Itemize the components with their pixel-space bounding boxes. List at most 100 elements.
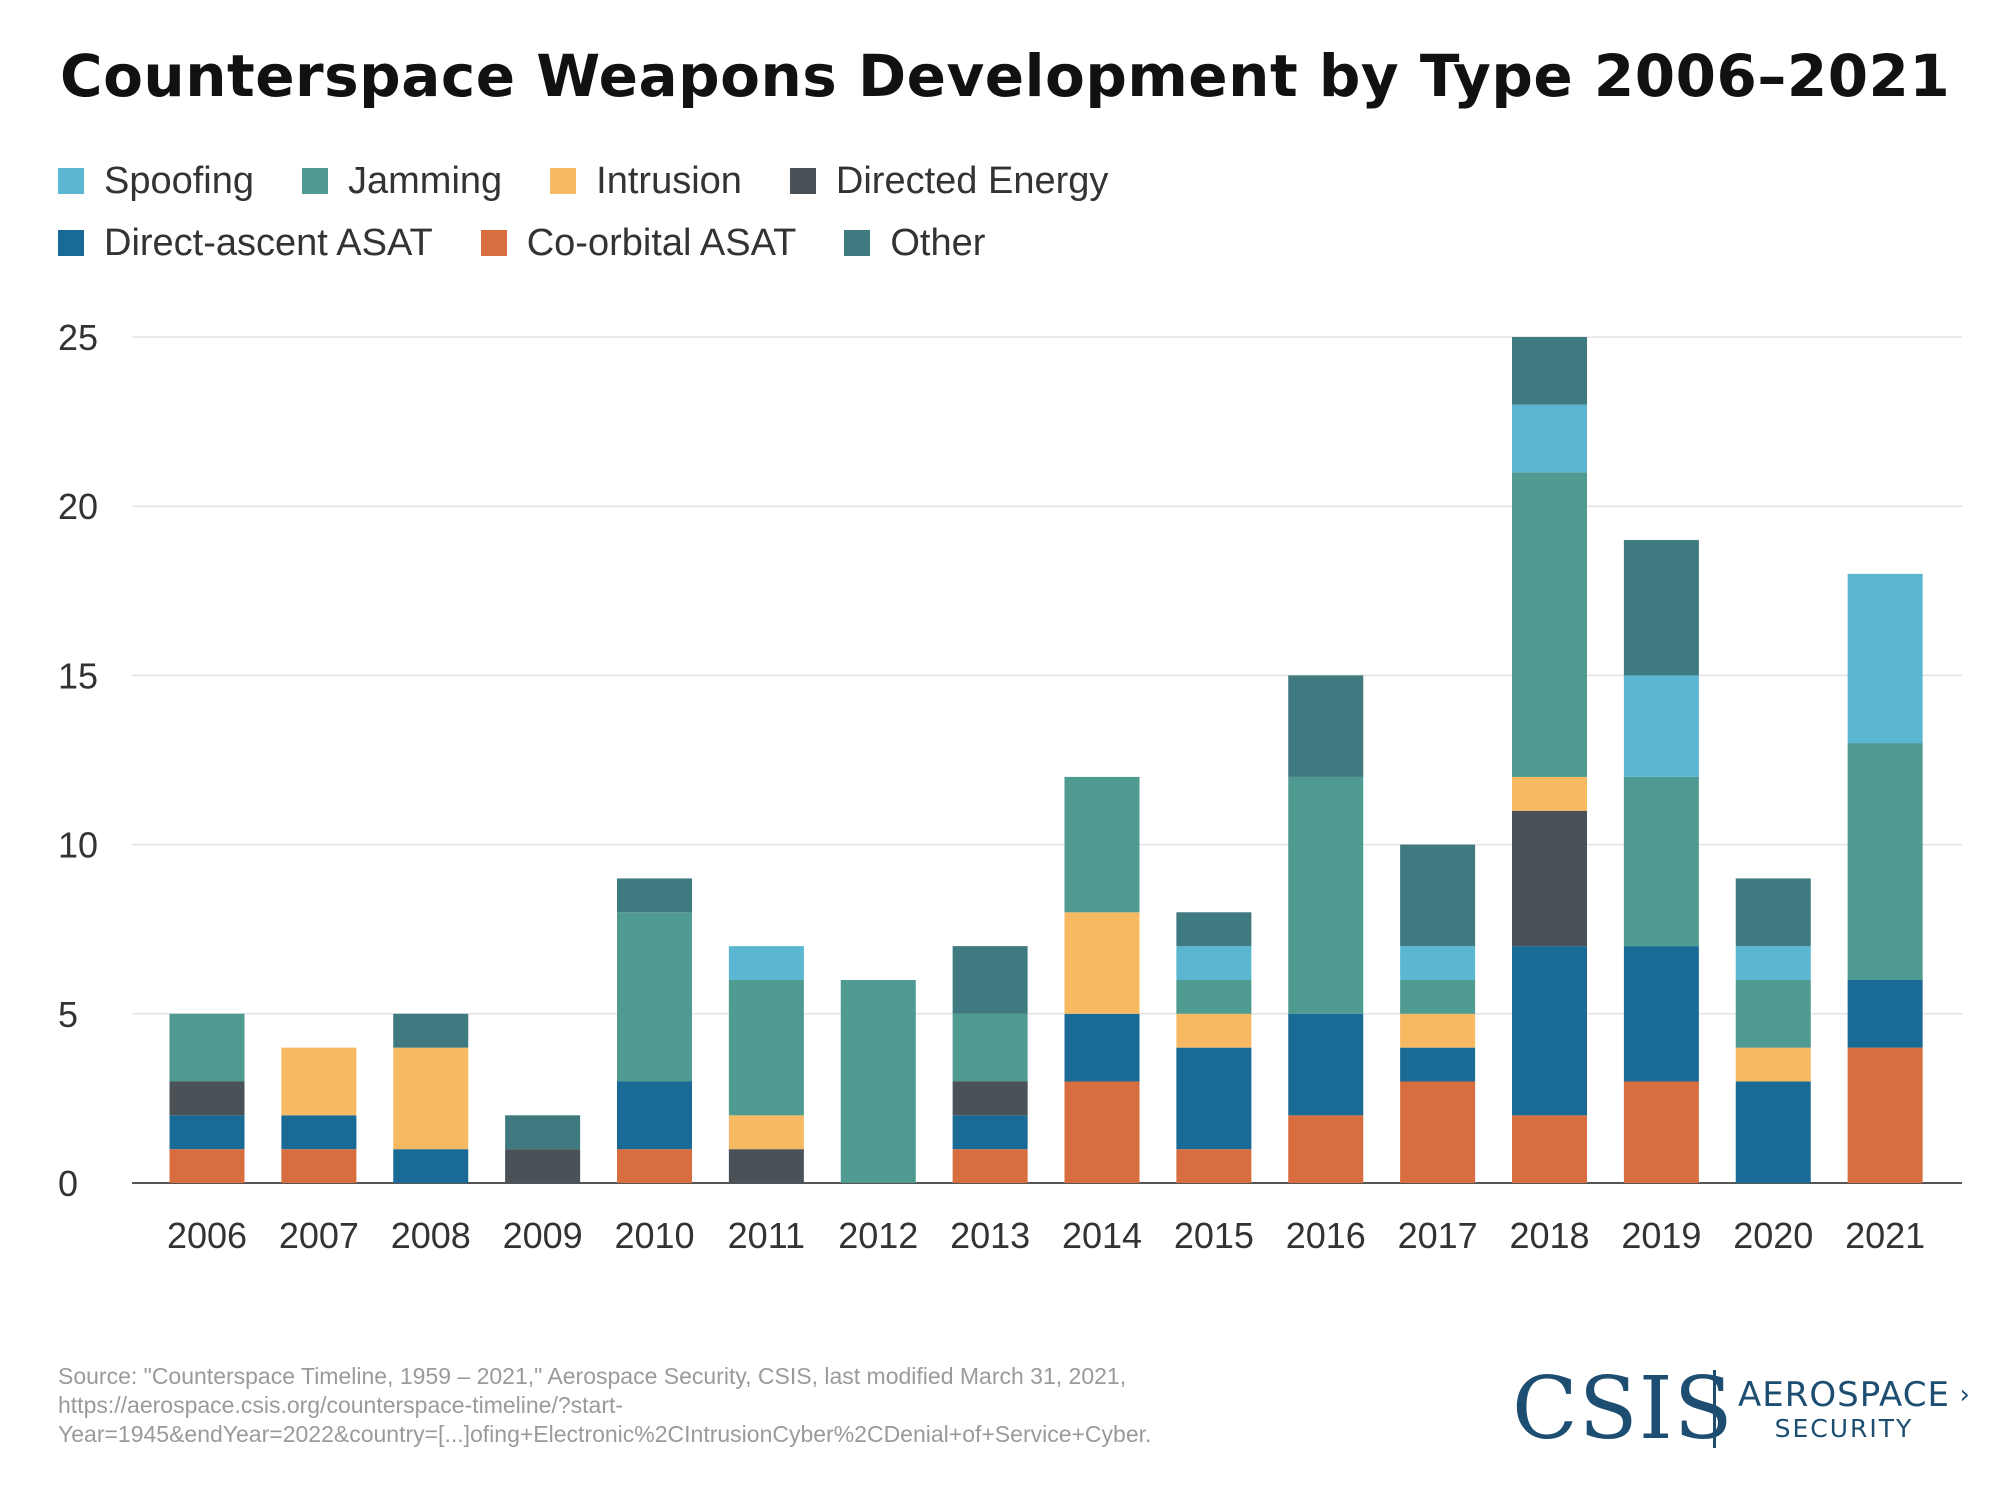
x-tick-label: 2006	[167, 1215, 247, 1256]
x-tick-label: 2010	[614, 1215, 694, 1256]
legend-swatch	[550, 168, 577, 194]
aerospace-logo-line1: AEROSPACE	[1738, 1375, 1950, 1415]
x-tick-label: 2014	[1062, 1215, 1142, 1256]
bar-segment-direct-ascent-asat-2017	[1400, 1047, 1476, 1082]
legend-row: Spoofing Jamming Intrusion Directed Energy	[58, 150, 1358, 212]
bar-segment-other-2010	[617, 878, 692, 913]
legend-item-directed-energy: Directed Energy	[789, 159, 1109, 203]
bar-segment-jamming-2014	[1064, 776, 1140, 913]
bar-segment-co-orbital-asat-2007	[281, 1149, 357, 1183]
bar-segment-direct-ascent-asat-2007	[281, 1115, 357, 1150]
bar-segment-spoofing-2021	[1847, 573, 1923, 744]
x-tick-label: 2021	[1845, 1215, 1925, 1256]
x-tick-label: 2012	[838, 1215, 918, 1256]
bar-segment-intrusion-2015	[1176, 1013, 1252, 1048]
bar-segment-jamming-2019	[1623, 776, 1699, 947]
y-tick-label: 25	[58, 317, 98, 358]
source-line-2: https://aerospace.csis.org/counterspace-…	[58, 1392, 624, 1418]
bar-segment-other-2016	[1288, 675, 1364, 777]
bar-segment-spoofing-2011	[728, 946, 804, 980]
bar-segment-co-orbital-asat-2018	[1512, 1115, 1587, 1183]
bar-segment-jamming-2016	[1288, 776, 1364, 1014]
bar-segment-jamming-2018	[1512, 472, 1587, 777]
bar-segment-spoofing-2017	[1400, 946, 1476, 980]
bar-segment-jamming-2013	[952, 1013, 1028, 1082]
x-tick-label: 2015	[1174, 1215, 1254, 1256]
legend-item-co-orbital-asat: Co-orbital ASAT	[480, 221, 797, 265]
legend-label: Direct-ascent ASAT	[104, 221, 433, 264]
bar-segment-directed-energy-2006	[169, 1081, 245, 1116]
y-tick-label: 10	[58, 825, 98, 866]
legend-swatch	[480, 230, 507, 256]
legend-swatch	[58, 230, 84, 256]
bar-segment-jamming-2015	[1176, 979, 1252, 1014]
bar-segment-jamming-2011	[728, 979, 804, 1116]
source-line-1: Source: "Counterspace Timeline, 1959 – 2…	[58, 1363, 1127, 1389]
legend-item-direct-ascent-asat: Direct-ascent ASAT	[58, 222, 433, 265]
bar-segment-other-2009	[505, 1115, 581, 1150]
bar-segment-direct-ascent-asat-2021	[1847, 979, 1923, 1048]
bar-segment-direct-ascent-asat-2016	[1288, 1013, 1364, 1116]
legend-label: Co-orbital ASAT	[526, 221, 797, 264]
bar-segment-jamming-2012	[840, 979, 916, 1183]
bar-segment-intrusion-2020	[1735, 1047, 1811, 1082]
bar-segment-intrusion-2008	[393, 1047, 469, 1150]
aerospace-logo-line2: SECURITY	[1774, 1414, 1914, 1443]
x-tick-label: 2019	[1621, 1215, 1701, 1256]
bar-segment-jamming-2017	[1400, 979, 1476, 1014]
x-tick-label: 2007	[279, 1215, 359, 1256]
bar-segment-direct-ascent-asat-2010	[617, 1081, 692, 1150]
bar-segment-direct-ascent-asat-2013	[952, 1115, 1028, 1150]
bar-segment-co-orbital-asat-2013	[952, 1149, 1028, 1183]
bar-segment-direct-ascent-asat-2018	[1512, 946, 1587, 1116]
x-tick-label: 2008	[391, 1215, 471, 1256]
legend-swatch	[302, 168, 329, 194]
chart-title: Counterspace Weapons Development by Type…	[60, 42, 1951, 110]
bar-segment-co-orbital-asat-2019	[1623, 1081, 1699, 1183]
bar-segment-co-orbital-asat-2010	[617, 1149, 692, 1183]
bar-segment-direct-ascent-asat-2014	[1064, 1013, 1140, 1082]
bar-segment-intrusion-2011	[728, 1115, 804, 1150]
legend-item-jamming: Jamming	[302, 160, 502, 203]
logo-divider	[1713, 1370, 1716, 1448]
y-tick-label: 15	[58, 655, 98, 696]
source-note: Source: "Counterspace Timeline, 1959 – 2…	[58, 1362, 1348, 1449]
x-tick-label: 2009	[503, 1215, 583, 1256]
bar-segment-jamming-2010	[617, 912, 692, 1082]
x-tick-label: 2013	[950, 1215, 1030, 1256]
legend-item-spoofing: Spoofing	[58, 160, 254, 203]
bar-segment-directed-energy-2011	[728, 1149, 804, 1183]
source-line-3: Year=1945&endYear=2022&country=[...]ofin…	[58, 1421, 1152, 1447]
bar-segment-co-orbital-asat-2015	[1176, 1149, 1252, 1183]
y-tick-label: 0	[58, 1163, 78, 1204]
chevron-right-icon: ›	[1959, 1380, 1970, 1410]
aerospace-security-logo: AEROSPACE SECURITY ›	[1738, 1375, 1970, 1444]
legend-label: Directed Energy	[835, 159, 1109, 202]
x-tick-label: 2011	[728, 1215, 805, 1256]
bar-segment-spoofing-2019	[1623, 675, 1699, 777]
bar-segment-intrusion-2017	[1400, 1013, 1476, 1048]
bar-segment-co-orbital-asat-2006	[169, 1149, 245, 1183]
legend-label: Other	[890, 221, 986, 264]
bar-segment-other-2018	[1512, 337, 1587, 405]
bar-segment-directed-energy-2018	[1512, 810, 1587, 947]
bar-segment-co-orbital-asat-2016	[1288, 1115, 1364, 1183]
bar-segment-spoofing-2018	[1512, 404, 1587, 473]
legend-swatch	[789, 168, 816, 194]
y-tick-label: 5	[58, 994, 78, 1035]
x-tick-label: 2016	[1286, 1215, 1366, 1256]
legend-label: Intrusion	[596, 159, 742, 202]
bar-segment-intrusion-2007	[281, 1047, 357, 1116]
legend-label: Jamming	[348, 159, 503, 202]
bar-segment-spoofing-2020	[1735, 946, 1811, 980]
bar-segment-other-2019	[1623, 540, 1699, 676]
bar-segment-directed-energy-2013	[952, 1081, 1028, 1116]
x-tick-label: 2020	[1733, 1215, 1813, 1256]
bar-segment-intrusion-2014	[1064, 912, 1140, 1014]
bar-segment-intrusion-2018	[1512, 776, 1587, 811]
bar-segment-other-2008	[393, 1013, 469, 1048]
x-tick-label: 2018	[1509, 1215, 1589, 1256]
bar-segment-co-orbital-asat-2021	[1847, 1047, 1923, 1183]
bar-segment-direct-ascent-asat-2019	[1623, 946, 1699, 1082]
bar-segment-other-2020	[1735, 878, 1811, 947]
